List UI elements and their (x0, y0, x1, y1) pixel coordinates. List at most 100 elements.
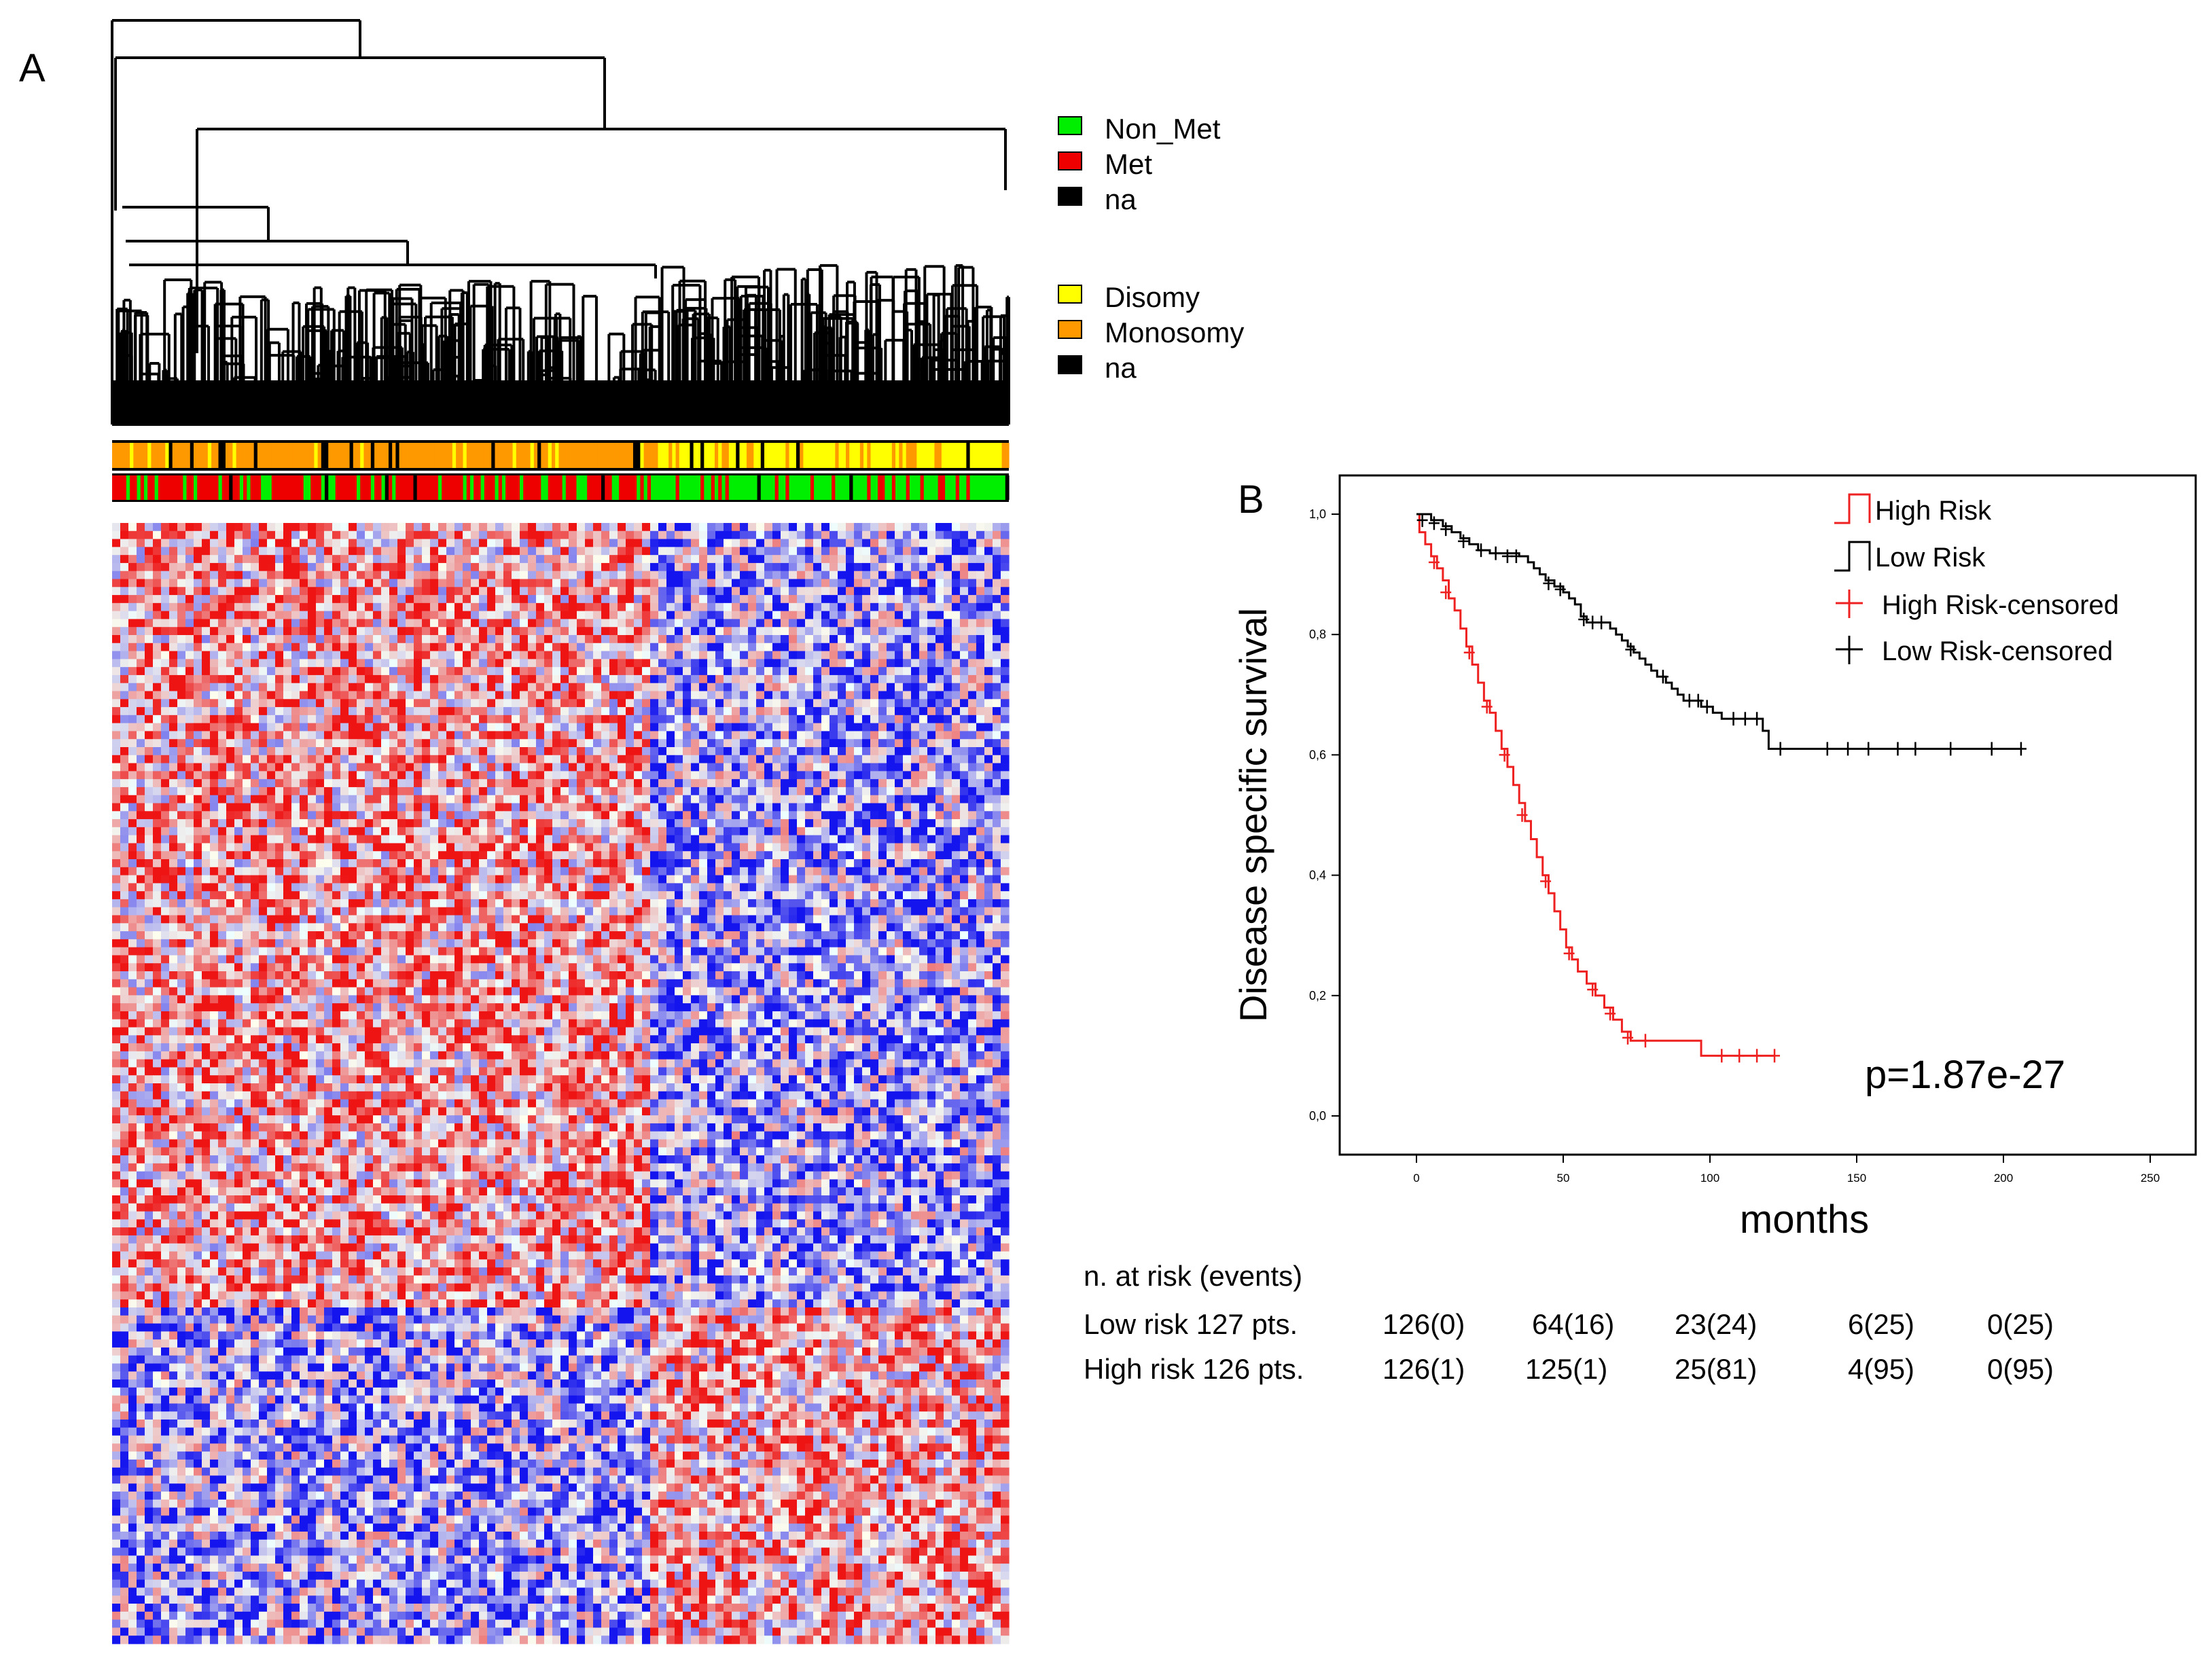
heatmap-cell (911, 739, 920, 748)
chromosome-cell (151, 443, 156, 468)
heatmap-cell (919, 707, 928, 716)
metastasis-cell (463, 475, 467, 500)
heatmap-cell (332, 787, 341, 796)
heatmap-cell (291, 547, 300, 556)
heatmap-cell (414, 739, 423, 748)
heatmap-cell (560, 523, 569, 532)
metastasis-cell (938, 475, 942, 500)
heatmap-cell (267, 739, 276, 748)
heatmap-cell (789, 571, 798, 580)
heatmap-cell (406, 643, 414, 652)
heatmap-cell (291, 739, 300, 748)
heatmap-cell (756, 571, 765, 580)
heatmap-cell (830, 747, 838, 756)
heatmap-cell (618, 619, 626, 628)
heatmap-cell (601, 579, 610, 588)
heatmap-cell (585, 683, 594, 692)
heatmap-cell (601, 707, 610, 716)
heatmap-cell (349, 723, 357, 732)
heatmap-cell (520, 555, 529, 564)
heatmap-cell (275, 571, 284, 580)
heatmap-cell (243, 530, 251, 540)
heatmap-cell (691, 659, 700, 668)
heatmap-cell (927, 587, 936, 596)
metastasis-cell (963, 475, 967, 500)
chromosome-cell (768, 443, 772, 468)
heatmap-cell (935, 674, 944, 684)
heatmap-cell (430, 595, 439, 604)
heatmap-cell (137, 602, 145, 612)
chromosome-cell (778, 443, 783, 468)
heatmap-cell (764, 602, 773, 612)
heatmap-cell (503, 530, 512, 540)
metastasis-cell (941, 475, 946, 500)
heatmap-cell (626, 707, 635, 716)
heatmap-cell (544, 731, 553, 740)
heatmap-cell (291, 595, 300, 604)
heatmap-cell (560, 763, 569, 772)
heatmap-cell (112, 555, 121, 564)
heatmap-cell (935, 723, 944, 732)
heatmap-cell (585, 699, 594, 708)
heatmap-cell (895, 779, 904, 788)
heatmap-cell (618, 659, 626, 668)
chromosome-cell (771, 443, 776, 468)
heatmap-cell (846, 723, 855, 732)
chromosome-cell (374, 443, 378, 468)
heatmap-cell (805, 715, 814, 724)
heatmap-cell (373, 723, 382, 732)
heatmap-cell (479, 779, 488, 788)
heatmap-cell (243, 619, 251, 628)
chromosome-cell (977, 443, 981, 468)
heatmap-cell (854, 602, 863, 612)
heatmap-cell (1001, 579, 1010, 588)
heatmap-cell (153, 530, 162, 540)
heatmap-cell (544, 667, 553, 676)
heatmap-cell (340, 659, 349, 668)
heatmap-cell (740, 579, 749, 588)
heatmap-cell (952, 723, 961, 732)
heatmap-cell (120, 667, 129, 676)
heatmap-cell (479, 643, 488, 652)
heatmap-cell (577, 731, 586, 740)
heatmap-cell (210, 691, 219, 700)
heatmap-cell (177, 651, 186, 660)
heatmap-cell (593, 755, 602, 764)
heatmap-cell (316, 683, 325, 692)
metastasis-cell (565, 475, 570, 500)
heatmap-cell (210, 571, 219, 580)
heatmap-cell (381, 715, 390, 724)
heatmap-cell (756, 699, 765, 708)
heatmap-cell (585, 779, 594, 788)
heatmap-cell (153, 595, 162, 604)
heatmap-cell (626, 755, 635, 764)
heatmap-cell (976, 611, 985, 620)
chromosome-cell (739, 443, 744, 468)
heatmap-cell (748, 611, 757, 620)
heatmap-cell (1001, 555, 1010, 564)
heatmap-cell (919, 691, 928, 700)
heatmap-cell (365, 763, 374, 772)
heatmap-cell (609, 595, 618, 604)
heatmap-cell (112, 530, 121, 540)
heatmap-cell (887, 635, 895, 644)
heatmap-cell (544, 755, 553, 764)
heatmap-cell (503, 539, 512, 547)
heatmap-cell (1001, 755, 1010, 764)
heatmap-cell (520, 771, 529, 780)
chromosome-cell (1001, 443, 1006, 468)
heatmap-cell (324, 555, 333, 564)
chromosome-cell (498, 443, 503, 468)
heatmap-cell (487, 715, 496, 724)
chromosome-cell (378, 443, 382, 468)
heatmap-cell (976, 562, 985, 572)
heatmap-cell (267, 667, 276, 676)
heatmap-cell (259, 587, 268, 596)
heatmap-cell (732, 739, 741, 748)
heatmap-cell (161, 530, 170, 540)
heatmap-cell (234, 659, 243, 668)
heatmap-cell (642, 707, 651, 716)
heatmap-cell (927, 707, 936, 716)
heatmap-cell (984, 747, 993, 756)
heatmap-cell (601, 539, 610, 547)
